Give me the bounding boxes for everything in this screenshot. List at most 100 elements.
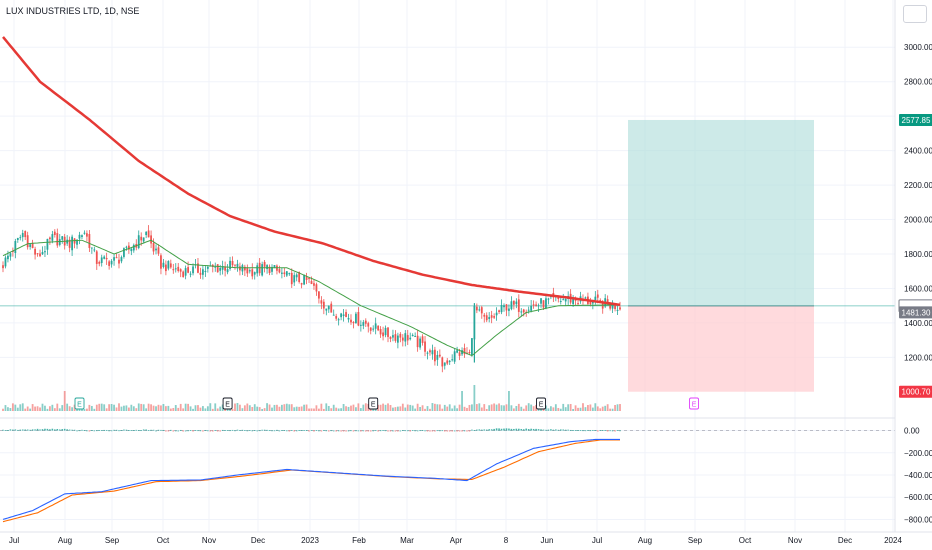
volume-bar <box>160 405 162 411</box>
volume-bar <box>512 408 515 411</box>
histogram-bar <box>244 430 246 431</box>
volume-bar <box>525 405 528 411</box>
candle-body <box>527 309 530 311</box>
volume-bar <box>83 408 86 411</box>
volume-bar <box>619 404 621 411</box>
volume-bar <box>58 408 61 411</box>
candle-body <box>384 327 387 336</box>
chart-settings-button[interactable] <box>903 5 927 23</box>
price-tick-label: 1200.00 <box>904 353 932 362</box>
candle-body <box>95 251 98 264</box>
histogram-bar <box>495 428 498 431</box>
candle-body <box>36 253 39 255</box>
histogram-bar <box>335 430 337 432</box>
candle-body <box>140 236 143 241</box>
histogram-bar <box>364 430 367 432</box>
candle-body <box>26 235 29 248</box>
volume-bar <box>599 408 602 411</box>
volume-bar <box>347 406 350 411</box>
candle-body <box>290 272 293 285</box>
histogram-bar <box>91 430 93 431</box>
volume-bar <box>453 405 456 411</box>
histogram-bar <box>414 430 416 432</box>
histogram-bar <box>224 430 226 431</box>
histogram-bar <box>323 430 325 431</box>
candle-body <box>268 266 271 273</box>
histogram-bar <box>66 429 68 431</box>
volume-bar <box>557 407 560 411</box>
volume-bar <box>127 407 130 411</box>
target-zone <box>628 119 814 306</box>
histogram-bar <box>88 430 91 432</box>
volume-bar <box>564 407 567 411</box>
candle-body <box>347 317 350 320</box>
histogram-bar <box>73 429 76 431</box>
histogram-bar <box>211 430 214 432</box>
histogram-bar <box>399 430 402 432</box>
candle-body <box>424 341 426 352</box>
histogram-bar <box>268 430 271 432</box>
histogram-bar <box>118 430 120 432</box>
histogram-bar <box>377 430 379 432</box>
candle-body <box>56 233 59 246</box>
volume-bar <box>396 406 399 411</box>
histogram-bar <box>81 429 83 431</box>
volume-bar <box>226 408 229 411</box>
candle-body <box>414 336 417 338</box>
volume-bar <box>71 407 74 411</box>
candle-body <box>510 301 513 310</box>
volume-bar <box>579 407 582 411</box>
volume-bar <box>280 404 283 411</box>
volume-bars <box>2 385 621 411</box>
histogram-bar <box>362 430 365 432</box>
candle-body <box>532 304 535 306</box>
candle-body <box>31 242 34 249</box>
oscillator-histogram <box>2 428 621 432</box>
histogram-bar <box>105 429 108 431</box>
candle-body <box>229 260 231 269</box>
histogram-bar <box>448 430 451 432</box>
histogram-bar <box>320 430 323 432</box>
histogram-bar <box>251 430 254 432</box>
volume-bar <box>614 404 616 411</box>
histogram-bar <box>231 429 234 431</box>
histogram-bar <box>256 430 259 432</box>
histogram-bar <box>7 430 9 431</box>
candle-body <box>9 253 12 257</box>
candle-body <box>41 252 44 255</box>
volume-bar <box>604 405 607 411</box>
volume-bar <box>335 407 338 411</box>
histogram-bar <box>461 430 463 432</box>
histogram-bar <box>537 429 540 431</box>
candle-body <box>142 237 145 242</box>
price-axis: 1200.00 1400.00 1600.00 1800.00 2000.00 2200.… <box>904 43 932 524</box>
candle-body <box>337 319 340 321</box>
histogram-bar <box>313 430 315 432</box>
volume-bar <box>508 391 510 411</box>
volume-bar <box>406 404 409 411</box>
histogram-bar <box>429 430 431 432</box>
volume-bar <box>199 407 202 411</box>
candle-body <box>164 264 167 272</box>
histogram-bar <box>24 429 27 431</box>
histogram-bar <box>108 430 110 432</box>
histogram-bar <box>2 429 4 431</box>
time-tick-label: Sep <box>105 536 120 545</box>
candle-body <box>199 272 202 275</box>
time-axis: Jul Aug Sep Oct Nov Dec 2023 Feb Mar Apr 8 Jun Jul Au… <box>9 536 903 545</box>
histogram-bar <box>249 430 251 431</box>
histogram-bar <box>382 430 384 431</box>
volume-bar <box>313 408 315 411</box>
candle-body <box>100 257 103 263</box>
histogram-bar <box>350 430 352 432</box>
price-tick-label: 2400.00 <box>904 147 932 156</box>
candle-body <box>103 256 106 259</box>
histogram-bar <box>392 430 394 432</box>
histogram-bar <box>100 430 103 431</box>
candle-body <box>335 316 338 319</box>
oscillator-tick-label: −800.00 <box>904 515 932 524</box>
candles <box>2 225 621 373</box>
volume-bar <box>392 407 394 411</box>
candle-body <box>305 276 308 281</box>
